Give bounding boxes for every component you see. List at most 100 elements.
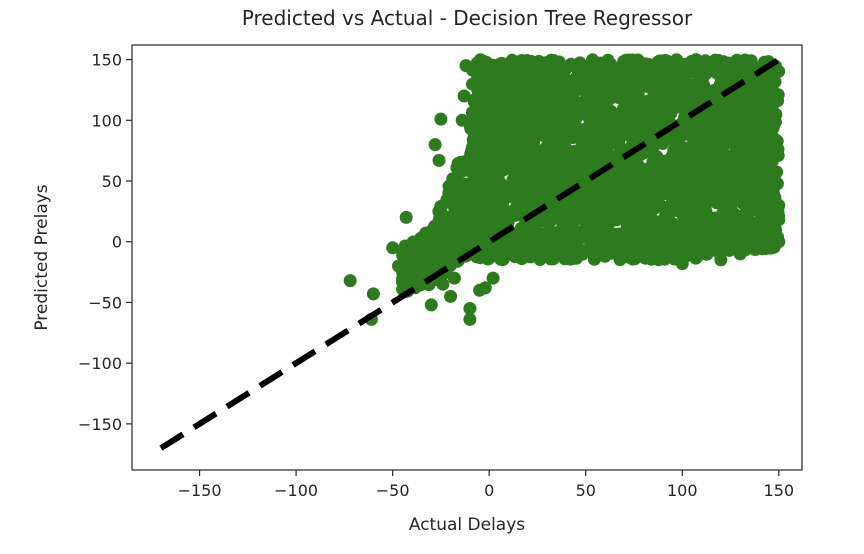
scatter-point xyxy=(584,221,598,235)
x-tick-label: 100 xyxy=(667,481,698,500)
x-tick-label: −50 xyxy=(376,481,410,500)
scatter-point xyxy=(474,114,487,128)
scatter-point xyxy=(501,123,515,137)
scatter-point xyxy=(505,53,519,67)
scatter-point xyxy=(677,111,691,125)
scatter-point xyxy=(706,211,719,225)
scatter-point xyxy=(518,219,532,233)
scatter-point xyxy=(772,235,786,249)
scatter-point xyxy=(753,241,766,255)
scatter-point xyxy=(644,182,658,196)
scatter-point xyxy=(603,135,617,149)
scatter-point xyxy=(579,66,593,80)
scatter-point xyxy=(568,119,582,132)
scatter-point xyxy=(766,134,779,148)
scatter-point xyxy=(406,235,420,249)
scatter-point xyxy=(392,259,405,273)
scatter-point xyxy=(646,94,660,107)
plot-frame xyxy=(131,44,803,471)
scatter-point xyxy=(602,114,616,128)
y-axis-label: Predicted Prelays xyxy=(32,184,52,330)
scatter-point xyxy=(424,298,438,312)
scatter-point xyxy=(594,205,608,218)
scatter-point xyxy=(689,84,703,98)
scatter-point xyxy=(675,68,688,82)
scatter-point xyxy=(741,108,755,122)
scatter-point xyxy=(573,148,587,162)
scatter-point xyxy=(589,193,602,207)
scatter-point xyxy=(618,230,632,244)
scatter-point xyxy=(766,188,780,202)
scatter-point xyxy=(624,243,638,257)
scatter-point xyxy=(609,170,623,183)
scatter-point xyxy=(343,274,357,288)
scatter-point xyxy=(622,113,636,126)
scatter-point xyxy=(508,162,522,176)
scatter-point xyxy=(428,138,442,152)
scatter-point xyxy=(442,239,456,253)
scatter-point xyxy=(709,229,723,243)
scatter-point xyxy=(707,84,721,98)
scatter-point xyxy=(635,103,649,117)
scatter-point xyxy=(685,138,699,152)
scatter-point xyxy=(544,214,558,227)
scatter-point xyxy=(772,198,786,212)
chart-title: Predicted vs Actual - Decision Tree Regr… xyxy=(242,6,693,30)
scatter-point xyxy=(607,67,621,81)
y-axis: −150 −100 −50 0 50 100 150 xyxy=(78,51,132,434)
scatter-point xyxy=(741,234,755,248)
scatter-point xyxy=(548,202,562,216)
scatter-point xyxy=(637,247,651,261)
scatter-point xyxy=(517,90,530,104)
scatter-point xyxy=(678,186,692,200)
scatter-point xyxy=(684,176,698,190)
scatter-point xyxy=(457,89,471,103)
scatter-point xyxy=(768,174,782,188)
scatter-point xyxy=(593,82,607,96)
x-tick-label: −150 xyxy=(178,481,222,500)
scatter-point xyxy=(649,240,662,254)
scatter-point xyxy=(415,265,429,279)
scatter-point xyxy=(486,271,500,285)
scatter-point xyxy=(675,257,689,271)
scatter-point xyxy=(679,96,693,110)
scatter-point xyxy=(500,112,514,125)
scatter-point xyxy=(537,146,551,160)
scatter-point xyxy=(635,60,649,74)
scatter-point xyxy=(714,253,728,267)
scatter-point xyxy=(513,134,527,148)
scatter-point xyxy=(541,225,554,239)
scatter-point xyxy=(451,229,465,242)
scatter-point xyxy=(447,271,461,285)
scatter-point xyxy=(501,149,515,163)
scatter-point xyxy=(466,105,480,119)
scatter-point xyxy=(733,247,747,261)
scatter-point xyxy=(519,163,533,176)
scatter-point xyxy=(475,195,489,209)
scatter-point xyxy=(639,120,652,134)
x-tick-label: −100 xyxy=(274,481,318,500)
scatter-point xyxy=(366,287,380,301)
scatter-point xyxy=(601,102,615,116)
scatter-point xyxy=(481,247,495,261)
scatter-point xyxy=(744,54,758,68)
scatter-point xyxy=(500,84,514,98)
scatter-point xyxy=(525,151,538,165)
scatter-point xyxy=(667,150,681,164)
scatter-point xyxy=(578,107,592,121)
scatter-point xyxy=(565,75,579,89)
scatter-point xyxy=(771,88,785,102)
scatter-point xyxy=(591,132,605,146)
scatter-point xyxy=(515,252,529,265)
scatter-point xyxy=(670,168,684,182)
scatter-point xyxy=(586,178,600,192)
scatter-point xyxy=(497,163,511,177)
scatter-point xyxy=(553,75,567,89)
y-tick-label: 100 xyxy=(91,111,122,130)
y-tick-label: −50 xyxy=(88,293,122,312)
scatter-point xyxy=(474,153,488,167)
x-axis: −150 −100 −50 0 50 100 150 xyxy=(178,470,794,500)
scatter-point xyxy=(467,95,481,109)
scatter-point xyxy=(598,249,612,263)
scatter-point xyxy=(479,96,493,110)
